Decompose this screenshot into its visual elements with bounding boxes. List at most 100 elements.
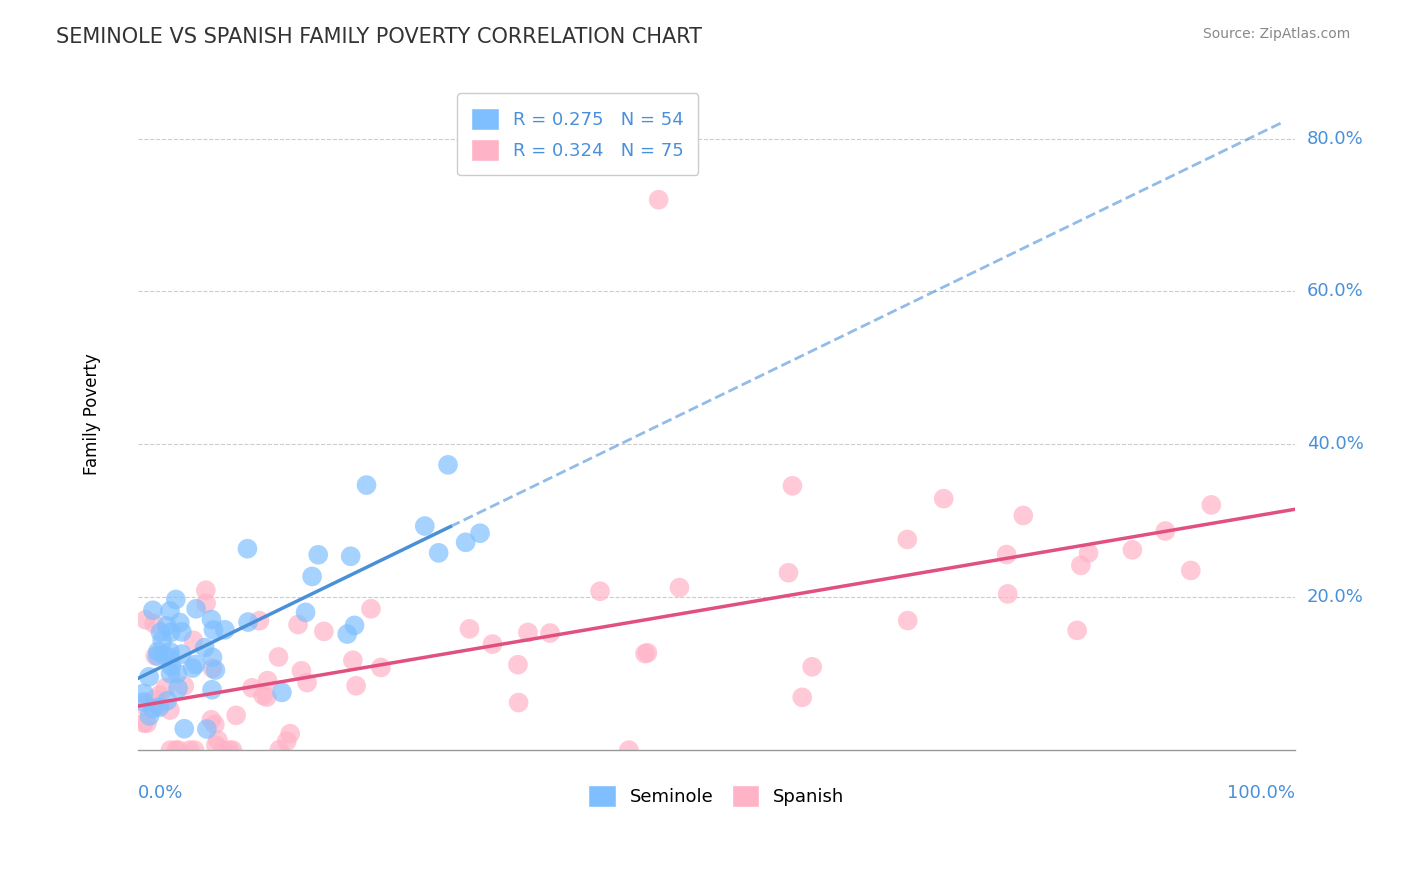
Spanish bbox=[267, 649, 290, 664]
Seminole bbox=[132, 686, 155, 700]
Spanish bbox=[634, 647, 657, 661]
Text: SEMINOLE VS SPANISH FAMILY POVERTY CORRELATION CHART: SEMINOLE VS SPANISH FAMILY POVERTY CORRE… bbox=[56, 27, 702, 46]
Seminole bbox=[413, 519, 436, 533]
Spanish bbox=[995, 548, 1018, 562]
Spanish bbox=[167, 743, 190, 757]
Text: 20.0%: 20.0% bbox=[1306, 588, 1364, 607]
Spanish bbox=[207, 733, 229, 747]
Spanish bbox=[1154, 524, 1177, 538]
Spanish bbox=[218, 743, 240, 757]
Spanish bbox=[269, 742, 291, 756]
Spanish bbox=[801, 660, 824, 674]
Spanish bbox=[295, 675, 318, 690]
Seminole bbox=[142, 603, 165, 617]
Seminole bbox=[150, 633, 173, 648]
Spanish bbox=[143, 692, 166, 706]
Spanish bbox=[183, 633, 205, 648]
Seminole bbox=[343, 618, 366, 632]
Seminole bbox=[173, 722, 195, 736]
Spanish bbox=[1070, 558, 1092, 573]
Spanish bbox=[508, 696, 530, 710]
Spanish bbox=[143, 648, 166, 663]
Seminole bbox=[339, 549, 361, 564]
Seminole bbox=[184, 601, 207, 615]
Seminole bbox=[146, 648, 169, 663]
Spanish bbox=[143, 616, 166, 631]
Seminole bbox=[142, 701, 165, 715]
Seminole bbox=[437, 458, 460, 472]
Spanish bbox=[256, 673, 278, 688]
Seminole bbox=[132, 695, 155, 709]
Text: 0.0%: 0.0% bbox=[138, 784, 183, 802]
Spanish bbox=[778, 566, 800, 580]
Spanish bbox=[458, 622, 481, 636]
Spanish bbox=[204, 738, 226, 752]
Spanish bbox=[370, 660, 392, 674]
Spanish bbox=[636, 646, 658, 660]
Spanish bbox=[165, 743, 187, 757]
Text: 60.0%: 60.0% bbox=[1306, 283, 1364, 301]
Spanish bbox=[148, 698, 170, 713]
Seminole bbox=[156, 694, 179, 708]
Seminole bbox=[170, 624, 193, 639]
Seminole bbox=[201, 682, 224, 697]
Seminole bbox=[195, 722, 218, 736]
Spanish bbox=[148, 688, 170, 702]
Seminole bbox=[454, 535, 477, 549]
Spanish bbox=[290, 664, 312, 678]
Seminole bbox=[214, 623, 236, 637]
Spanish bbox=[516, 625, 538, 640]
Spanish bbox=[183, 743, 205, 757]
Spanish bbox=[287, 617, 309, 632]
Spanish bbox=[136, 716, 159, 731]
Seminole bbox=[170, 647, 193, 661]
Spanish bbox=[342, 653, 364, 667]
Seminole bbox=[336, 627, 359, 641]
Spanish bbox=[647, 193, 669, 207]
Spanish bbox=[481, 637, 503, 651]
Seminole bbox=[159, 604, 181, 618]
Spanish bbox=[668, 581, 690, 595]
Spanish bbox=[240, 681, 263, 695]
Spanish bbox=[896, 533, 918, 547]
Seminole bbox=[153, 648, 176, 662]
Spanish bbox=[897, 614, 920, 628]
Spanish bbox=[200, 713, 222, 727]
Spanish bbox=[782, 479, 804, 493]
Seminole bbox=[165, 592, 187, 607]
Seminole bbox=[356, 478, 378, 492]
Spanish bbox=[617, 743, 640, 757]
Spanish bbox=[221, 743, 243, 757]
Spanish bbox=[195, 596, 218, 610]
Seminole bbox=[236, 615, 259, 629]
Seminole bbox=[169, 615, 191, 630]
Spanish bbox=[212, 743, 235, 757]
Seminole bbox=[138, 670, 160, 684]
Spanish bbox=[249, 614, 271, 628]
Spanish bbox=[1201, 498, 1223, 512]
Spanish bbox=[159, 743, 181, 757]
Seminole bbox=[270, 685, 292, 699]
Seminole bbox=[159, 666, 181, 681]
Seminole bbox=[184, 657, 207, 672]
Spanish bbox=[932, 491, 955, 506]
Spanish bbox=[589, 584, 612, 599]
Spanish bbox=[204, 717, 226, 731]
Spanish bbox=[997, 587, 1019, 601]
Seminole bbox=[156, 619, 179, 633]
Spanish bbox=[225, 708, 247, 723]
Spanish bbox=[1077, 546, 1099, 560]
Text: 100.0%: 100.0% bbox=[1227, 784, 1295, 802]
Seminole bbox=[159, 625, 181, 640]
Spanish bbox=[173, 679, 195, 693]
Seminole bbox=[204, 663, 226, 677]
Seminole bbox=[294, 606, 316, 620]
Seminole bbox=[146, 644, 169, 658]
Spanish bbox=[1066, 624, 1088, 638]
Seminole bbox=[159, 650, 181, 665]
Spanish bbox=[132, 698, 155, 712]
Seminole bbox=[427, 546, 450, 560]
Spanish bbox=[792, 690, 814, 705]
Spanish bbox=[256, 690, 278, 704]
Seminole bbox=[236, 541, 259, 556]
